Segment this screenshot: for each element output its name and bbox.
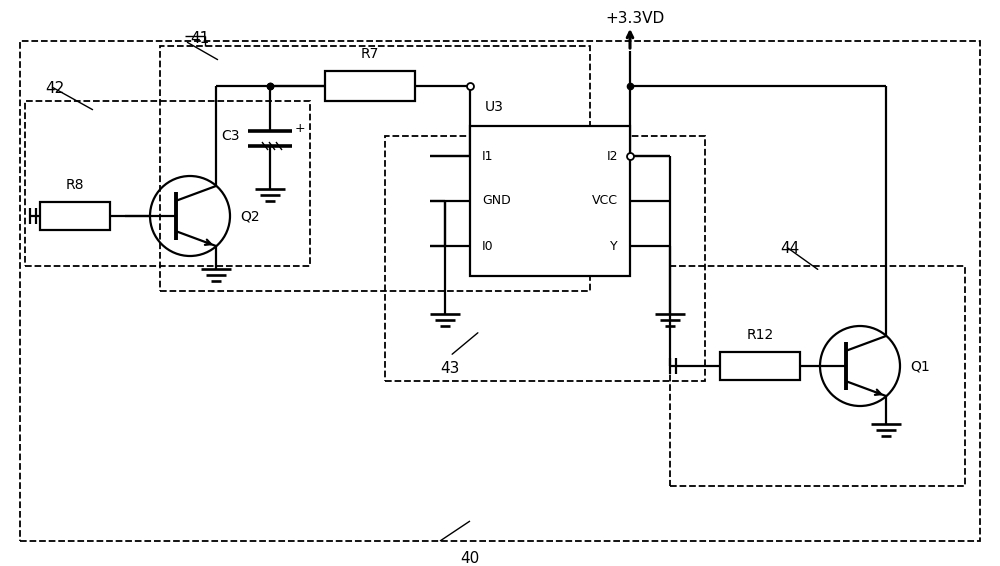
Text: Q1: Q1: [910, 359, 930, 373]
Text: C3: C3: [222, 129, 240, 143]
Text: R7: R7: [361, 47, 379, 61]
Text: R12: R12: [746, 328, 774, 342]
Bar: [325, 71, 415, 101]
Text: R8: R8: [66, 178, 84, 192]
Text: +3.3VD: +3.3VD: [605, 11, 665, 26]
Text: 44: 44: [780, 241, 799, 256]
Text: GND: GND: [482, 195, 511, 208]
Text: I0: I0: [482, 239, 494, 252]
Bar: [470, 126, 630, 276]
Bar: [20, 41, 980, 541]
Bar: [670, 266, 965, 486]
Text: 40: 40: [460, 551, 480, 566]
Text: I1: I1: [482, 149, 494, 162]
Text: 41: 41: [190, 31, 209, 46]
Bar: [40, 202, 110, 230]
Text: Y: Y: [610, 239, 618, 252]
Bar: [160, 46, 590, 291]
Text: U3: U3: [485, 100, 504, 114]
Bar: [720, 352, 800, 380]
Text: Q2: Q2: [240, 209, 260, 223]
Bar: [385, 136, 705, 381]
Text: +: +: [295, 122, 306, 135]
Text: 43: 43: [440, 361, 459, 376]
Text: 42: 42: [45, 81, 64, 96]
Text: I2: I2: [606, 149, 618, 162]
Bar: [25, 101, 310, 266]
Text: VCC: VCC: [592, 195, 618, 208]
